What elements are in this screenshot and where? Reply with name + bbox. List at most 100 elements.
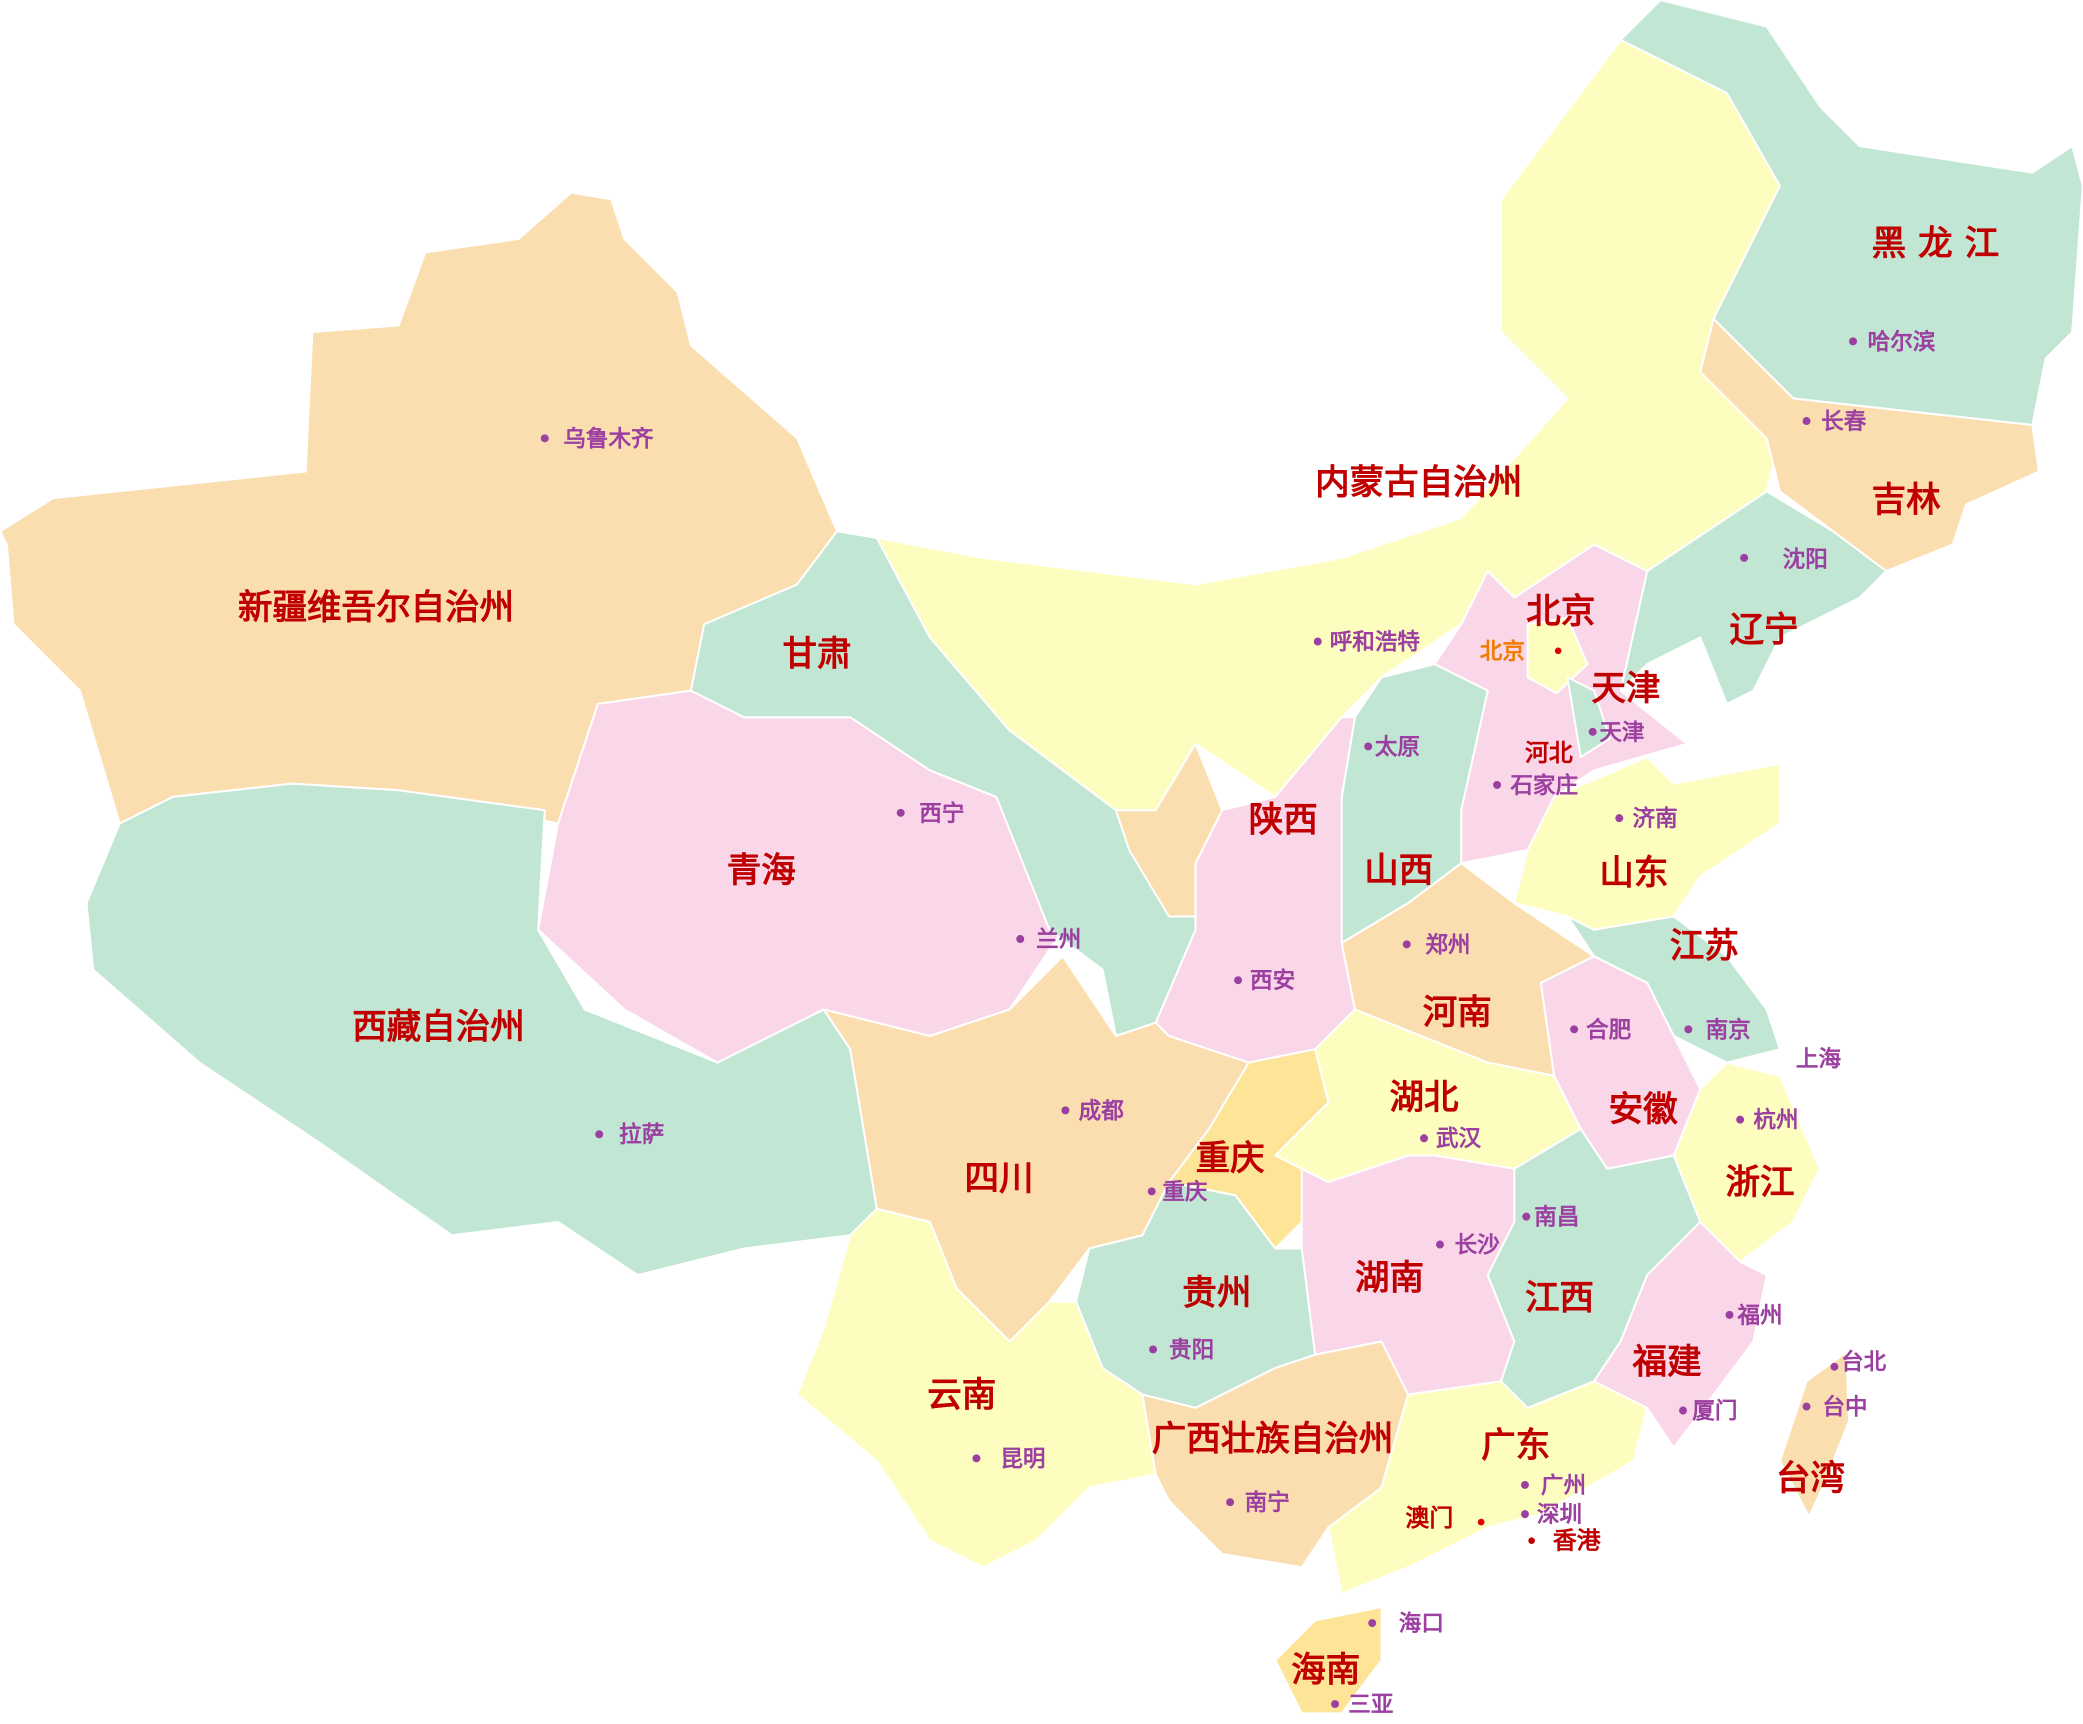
city-marker (1061, 1106, 1070, 1115)
city-marker (1493, 780, 1502, 789)
city-marker (1522, 1212, 1531, 1221)
city-marker (1684, 1025, 1693, 1034)
region-hainan[interactable] (1274, 1606, 1383, 1715)
city-marker (1226, 1498, 1235, 1507)
city-marker (1588, 727, 1597, 736)
label-tianjin: 天津 (1591, 669, 1660, 709)
label-sichuan: 四川 (964, 1159, 1033, 1199)
label-guizhou: 贵州 (1182, 1273, 1251, 1313)
city-changsha: 长沙 (1455, 1232, 1501, 1258)
city-taizhong: 台中 (1822, 1394, 1867, 1421)
city-marker (1016, 935, 1025, 944)
city-marker (1149, 1345, 1158, 1354)
city-chengdu: 成都 (1079, 1098, 1125, 1124)
city-taiyuan: 太原 (1375, 734, 1420, 760)
city-xiamen: 厦门 (1692, 1398, 1737, 1425)
city-haerbin: 哈尔滨 (1868, 328, 1936, 355)
city-marker (972, 1454, 981, 1463)
city-nanning: 南宁 (1245, 1489, 1290, 1516)
city-wulumuqi: 乌鲁木齐 (563, 425, 654, 452)
label-hunan: 湖南 (1355, 1259, 1424, 1299)
city-jinan: 济南 (1633, 805, 1678, 832)
label-jilin: 吉林 (1872, 480, 1942, 520)
city-wuhan: 武汉 (1436, 1126, 1482, 1152)
label-guangxi: 广西壮族自治州 (1152, 1419, 1394, 1459)
city-marker (1234, 976, 1243, 985)
region-taiwan[interactable] (1778, 1351, 1851, 1518)
city-marker (1740, 553, 1749, 562)
city-lasa: 拉萨 (619, 1121, 664, 1148)
city-nanjing: 南京 (1706, 1016, 1751, 1043)
label-gansu: 甘肃 (783, 634, 852, 674)
region-heilongjiang[interactable] (1619, 0, 2083, 427)
region-tianjin[interactable] (1566, 676, 1611, 759)
city-marker (1736, 1115, 1745, 1124)
city-kunming: 昆明 (1000, 1446, 1045, 1472)
city-hangzhou: 杭州 (1753, 1107, 1798, 1134)
region-shandong[interactable] (1513, 756, 1781, 931)
label-qinghai: 青海 (727, 851, 796, 891)
city-marker (1520, 1510, 1529, 1519)
city-marker (1520, 1480, 1529, 1489)
aomen-marker (1477, 1518, 1485, 1526)
city-marker (1570, 1025, 1579, 1034)
label-xianggang: 香港 (1553, 1527, 1602, 1555)
label-beijing: 北京 (1526, 592, 1595, 632)
city-xian: 西安 (1250, 967, 1295, 994)
city-marker (1849, 337, 1858, 346)
city-taibei: 台北 (1841, 1348, 1887, 1375)
label-xizang: 西藏自治州 (352, 1008, 525, 1048)
city-marker (1615, 814, 1624, 823)
city-marker (1725, 1310, 1734, 1319)
city-marker (1147, 1187, 1156, 1196)
province-labels: 新疆维吾尔自治州 西藏自治州 青海 甘肃 内蒙古自治州 黑 龙 江 吉林 辽宁 … (238, 224, 1999, 1690)
label-henan: 河南 (1423, 993, 1492, 1033)
city-zhengzhou: 郑州 (1425, 932, 1470, 958)
label-shandong: 山东 (1599, 854, 1668, 894)
label-zhejiang: 浙江 (1726, 1163, 1795, 1203)
label-liaoning: 辽宁 (1730, 611, 1799, 651)
label-jiangxi: 江西 (1525, 1279, 1594, 1319)
region-fujian[interactable] (1593, 1220, 1768, 1449)
city-marker (540, 434, 549, 443)
city-guangzhou: 广州 (1541, 1472, 1586, 1499)
label-yunnan: 云南 (927, 1376, 996, 1416)
city-fuzhou: 福州 (1736, 1303, 1782, 1329)
region-liaoning[interactable] (1619, 490, 1888, 705)
city-nanchang: 南昌 (1534, 1205, 1579, 1231)
region-guangdong[interactable] (1327, 1380, 1649, 1595)
region-ningxia[interactable] (1114, 742, 1224, 918)
city-shijiazhuang: 石家庄 (1509, 772, 1578, 799)
label-shaanxi: 陕西 (1249, 800, 1318, 840)
city-changchun: 长春 (1821, 409, 1867, 435)
city-marker (1420, 1134, 1429, 1143)
label-chongqing: 重庆 (1196, 1139, 1266, 1179)
city-marker (896, 808, 905, 817)
city-marker (595, 1130, 604, 1139)
region-jilin[interactable] (1699, 317, 2040, 573)
city-xining: 西宁 (919, 800, 964, 827)
label-hainan: 海南 (1291, 1650, 1360, 1690)
city-shenyang: 沈阳 (1783, 547, 1828, 573)
city-marker (1830, 1362, 1839, 1371)
city-labels: 乌鲁木齐 哈尔滨 长春 沈阳 呼和浩特 北京 天津 太原 石家庄 济南 西宁 兰… (540, 328, 1936, 1718)
city-marker (1802, 1402, 1811, 1411)
city-beijing: 北京 (1480, 638, 1525, 665)
city-marker (1364, 742, 1373, 751)
label-xinjiang: 新疆维吾尔自治州 (238, 588, 514, 628)
label-aomen: 澳门 (1405, 1504, 1453, 1532)
city-tianjin: 天津 (1599, 719, 1645, 746)
label-anhui: 安徽 (1609, 1090, 1679, 1130)
city-marker (1435, 1240, 1444, 1249)
city-guiyang: 贵阳 (1169, 1337, 1214, 1363)
city-shenzhen: 深圳 (1537, 1502, 1582, 1528)
city-lanzhou: 兰州 (1036, 926, 1081, 953)
label-fujian: 福建 (1632, 1342, 1703, 1382)
label-jiangsu: 江苏 (1670, 927, 1739, 967)
city-marker (1679, 1406, 1688, 1415)
label-taiwan: 台湾 (1776, 1459, 1845, 1499)
label-neimenggu: 内蒙古自治州 (1315, 463, 1522, 503)
city-marker (1802, 417, 1811, 426)
city-huhehaote: 呼和浩特 (1330, 629, 1421, 655)
